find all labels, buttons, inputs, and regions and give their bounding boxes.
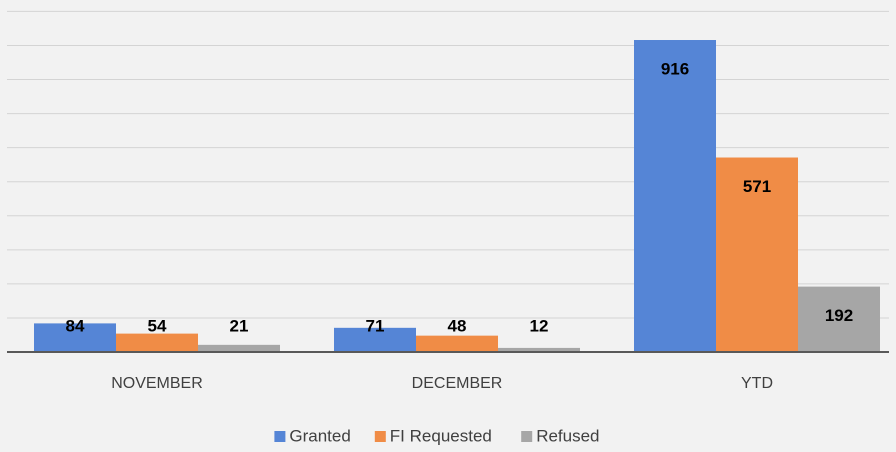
x-tick-label: DECEMBER [412,375,503,392]
x-tick-label: NOVEMBER [111,375,203,392]
bar [416,335,498,352]
legend-label: FI Requested [390,426,492,445]
legend-label: Granted [289,426,350,445]
data-label: 84 [66,316,85,335]
data-label: 71 [366,316,385,335]
bar [798,286,880,352]
bar [498,347,580,352]
data-label: 48 [448,316,467,335]
data-label: 21 [230,316,249,335]
data-label: 12 [530,316,549,335]
bar [334,327,416,352]
bar [634,40,716,352]
legend-swatch [521,431,533,442]
bar [34,323,116,352]
legend-label: Refused [536,426,599,445]
x-tick-label: YTD [741,375,773,392]
data-label: 916 [661,59,689,78]
data-label: 54 [148,316,167,335]
legend-swatch [374,431,386,442]
data-label: 192 [825,306,853,325]
bar [716,157,798,352]
bar [116,333,198,352]
data-label: 571 [743,177,771,196]
bar [198,344,280,352]
legend-swatch [274,431,286,442]
